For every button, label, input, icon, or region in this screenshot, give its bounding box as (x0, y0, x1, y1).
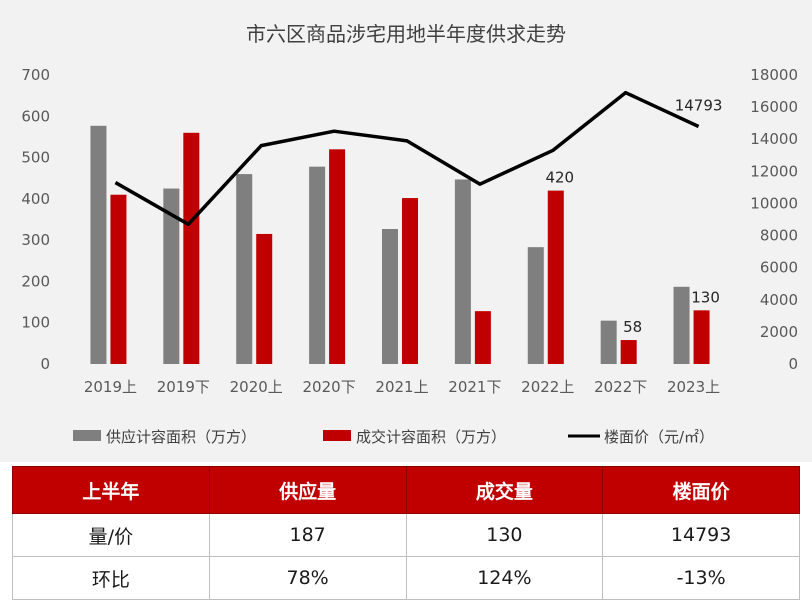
y-tick-label: 600 (21, 107, 50, 125)
legend-swatch-supply (73, 430, 101, 441)
table-cell: 187 (208, 513, 407, 557)
supply-bar (527, 247, 544, 364)
y2-tick-label: 6000 (760, 259, 798, 277)
chart: 市六区商品涉宅用地半年度供求走势 0100200300400500600700 … (21, 22, 798, 446)
data-label: 58 (623, 318, 642, 336)
y-tick-label: 400 (21, 190, 50, 208)
table-cell: 14793 (602, 513, 800, 557)
y-axis-ticks: 0 100 200 300 400 500 600 700 (21, 66, 50, 373)
header-cell: 供应量 (208, 466, 407, 514)
x-tick-label: 2023上 (667, 378, 720, 396)
deal-bar (693, 310, 710, 364)
bars (90, 125, 710, 364)
deal-bar (402, 198, 418, 364)
table-cell: 124% (405, 556, 604, 600)
x-tick-label: 2021上 (375, 378, 428, 396)
y-tick-label: 200 (21, 272, 50, 290)
x-tick-label: 2022下 (594, 378, 647, 396)
legend-label-deal: 成交计容面积（万方） (356, 428, 506, 446)
header-cell: 上半年 (12, 466, 210, 514)
header-cell: 成交量 (405, 466, 604, 514)
x-axis-ticks: 2019上 2019下 2020上 2020下 2021上 2021下 2022上 2022下… (84, 378, 720, 396)
data-label: 420 (545, 169, 574, 187)
table-header-row: 上半年 供应量 成交量 楼面价 (12, 466, 800, 514)
deal-bar (183, 132, 200, 364)
x-tick-label: 2021下 (448, 378, 501, 396)
data-labels: 420 58 130 14793 (545, 96, 722, 336)
table-cell: 量/价 (12, 513, 210, 557)
header-cell: 楼面价 (602, 466, 800, 514)
data-label: 130 (691, 288, 720, 306)
supply-bar (309, 166, 326, 364)
y2-tick-label: 14000 (750, 130, 798, 148)
y2-tick-label: 4000 (760, 291, 798, 309)
legend-swatch-deal (323, 430, 351, 441)
supply-bar (236, 174, 253, 364)
deal-bar (256, 233, 273, 364)
supply-bar (163, 188, 180, 364)
y-tick-label: 700 (21, 66, 50, 84)
deal-bar (620, 340, 637, 364)
price-line-group (114, 90, 700, 227)
deal-bar (329, 149, 346, 364)
legend: 供应计容面积（万方） 成交计容面积（万方） 楼面价（元/㎡） (73, 428, 714, 446)
chart-title: 市六区商品涉宅用地半年度供求走势 (246, 22, 566, 46)
data-label: 14793 (675, 96, 723, 114)
chart-area: 市六区商品涉宅用地半年度供求走势 0 100 200 300 400 500 600 700 … (0, 0, 812, 462)
price-line (114, 90, 700, 227)
table-cell: 环比 (12, 556, 210, 600)
legend-label-supply: 供应计容面积（万方） (106, 428, 256, 446)
table-cell: 130 (405, 513, 604, 557)
y2-tick-label: 10000 (750, 194, 798, 212)
supply-bar (600, 320, 617, 364)
table-row: 量/价 187 130 14793 (12, 513, 800, 557)
y2-tick-label: 12000 (750, 162, 798, 180)
y2-tick-label: 18000 (750, 66, 798, 84)
y-tick-label: 300 (21, 231, 50, 249)
y-tick-label: 500 (21, 149, 50, 167)
supply-bar (454, 179, 471, 364)
y2-tick-label: 2000 (760, 323, 798, 341)
x-tick-label: 2019下 (157, 378, 210, 396)
deal-bar (474, 311, 491, 364)
y-tick-label: 0 (40, 355, 50, 373)
x-tick-label: 2019上 (84, 378, 137, 396)
y2-tick-label: 16000 (750, 98, 798, 116)
supply-bar (90, 125, 107, 364)
legend-label-price: 楼面价（元/㎡） (604, 428, 714, 446)
table-cell: 78% (208, 556, 407, 600)
y2-tick-label: 8000 (760, 227, 798, 245)
supply-bar (673, 286, 690, 364)
x-tick-label: 2022上 (521, 378, 574, 396)
table-cell: -13% (602, 556, 800, 600)
y2-tick-label: 0 (788, 355, 798, 373)
y-tick-label: 100 (21, 314, 50, 332)
y2-axis-ticks: 0 2000 4000 6000 8000 10000 12000 14000 16000 180… (750, 66, 798, 373)
x-tick-label: 2020上 (230, 378, 283, 396)
supply-bar (382, 228, 398, 364)
table-row: 环比 78% 124% -13% (12, 556, 800, 600)
summary-table: 上半年 供应量 成交量 楼面价 量/价 187 130 14793 环比 78%… (12, 466, 800, 600)
x-tick-label: 2020下 (303, 378, 356, 396)
deal-bar (547, 190, 564, 364)
deal-bar (110, 194, 127, 364)
